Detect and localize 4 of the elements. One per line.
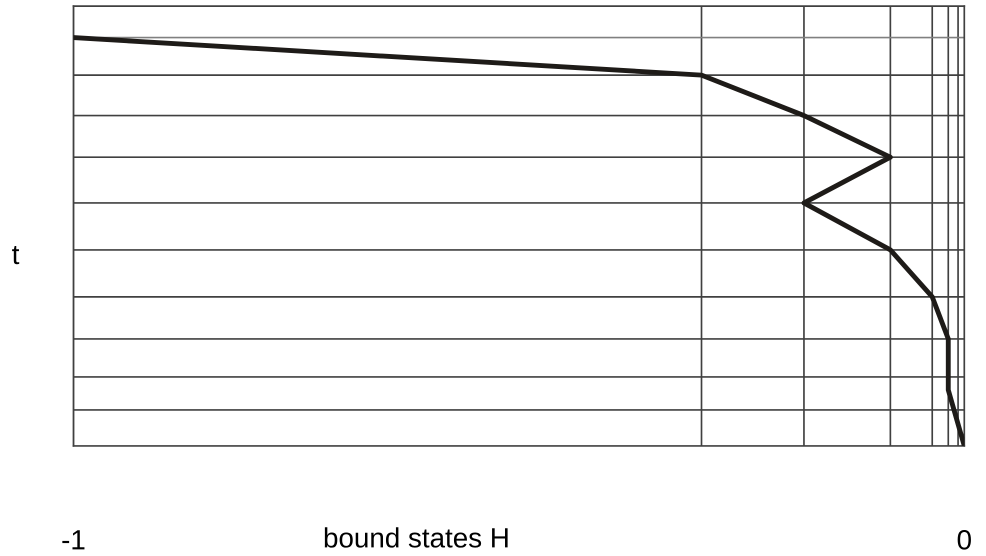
x-axis-title: bound states H	[324, 527, 508, 548]
x-tick-label: -1	[62, 530, 84, 550]
x-tick-label: 0	[958, 530, 971, 550]
y-axis-title: t	[12, 246, 20, 264]
